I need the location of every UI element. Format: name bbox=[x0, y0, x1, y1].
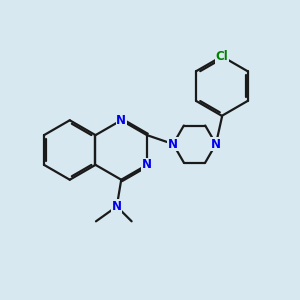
Text: Cl: Cl bbox=[215, 50, 228, 63]
Text: N: N bbox=[211, 138, 221, 151]
Text: N: N bbox=[112, 200, 122, 213]
Text: N: N bbox=[168, 138, 178, 151]
Text: N: N bbox=[116, 114, 126, 127]
Text: N: N bbox=[142, 158, 152, 171]
